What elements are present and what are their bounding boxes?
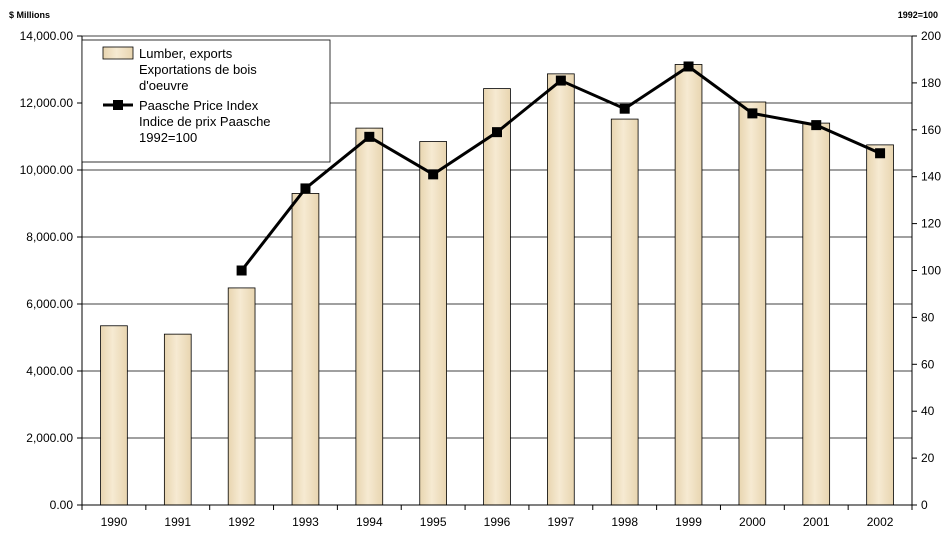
x-tick-label: 1991 <box>164 515 191 529</box>
right-tick-label: 180 <box>921 76 941 90</box>
legend-label-lumber: d'oeuvre <box>139 78 188 93</box>
x-tick-label: 1996 <box>484 515 511 529</box>
left-tick-label: 10,000.00 <box>20 163 74 177</box>
left-tick-label: 0.00 <box>50 498 74 512</box>
right-tick-label: 0 <box>921 498 928 512</box>
right-tick-label: 160 <box>921 123 941 137</box>
x-tick-label: 1992 <box>228 515 255 529</box>
x-tick-label: 1997 <box>547 515 574 529</box>
line-series <box>236 61 886 276</box>
legend-label-price-index: Paasche Price Index <box>139 98 259 113</box>
price-index-point <box>747 108 758 119</box>
bar <box>100 325 128 506</box>
right-tick-label: 80 <box>921 310 935 324</box>
bar <box>802 122 831 506</box>
price-index-point <box>364 131 375 142</box>
bar <box>163 333 192 506</box>
x-tick-label: 1993 <box>292 515 319 529</box>
x-tick-label: 1994 <box>356 515 383 529</box>
legend-label-lumber: Lumber, exports <box>139 46 233 61</box>
bar <box>419 141 447 506</box>
left-tick-label: 4,000.00 <box>26 364 73 378</box>
right-tick-label: 60 <box>921 357 935 371</box>
price-index-point <box>619 103 630 114</box>
left-tick-label: 6,000.00 <box>26 297 73 311</box>
price-index-point <box>811 120 822 131</box>
bar <box>483 88 511 506</box>
x-tick-label: 1998 <box>611 515 638 529</box>
price-index-point <box>236 265 247 276</box>
price-index-point <box>683 61 694 72</box>
bar <box>674 64 703 506</box>
right-tick-label: 20 <box>921 451 935 465</box>
right-tick-label: 100 <box>921 264 941 278</box>
left-axis-title: $ Millions <box>9 10 50 20</box>
price-index-point <box>300 183 311 194</box>
legend-label-price-index: 1992=100 <box>139 130 197 145</box>
right-axis-title: 1992=100 <box>898 10 938 20</box>
left-tick-label: 12,000.00 <box>20 96 74 110</box>
right-tick-label: 120 <box>921 217 941 231</box>
left-tick-label: 2,000.00 <box>26 431 73 445</box>
bar <box>227 287 256 506</box>
bar <box>610 118 639 506</box>
bar <box>291 193 320 506</box>
right-tick-label: 40 <box>921 404 935 418</box>
x-tick-label: 2001 <box>803 515 830 529</box>
legend-bar-swatch <box>102 46 134 60</box>
legend-label-price-index: Indice de prix Paasche <box>139 114 271 129</box>
left-tick-label: 8,000.00 <box>26 230 73 244</box>
axis-ticks: 0.00 2,000.00 4,000.00 6,000.00 8,000.00 10,0… <box>20 29 942 529</box>
left-tick-label: 14,000.00 <box>20 29 74 43</box>
x-tick-label: 1995 <box>420 515 447 529</box>
bar <box>355 127 384 506</box>
right-tick-label: 200 <box>921 29 941 43</box>
bar-series <box>100 64 894 506</box>
price-index-point <box>492 127 502 138</box>
bar <box>738 101 767 506</box>
price-index-point <box>875 148 886 159</box>
x-tick-label: 2000 <box>739 515 766 529</box>
price-index-point <box>428 169 439 180</box>
x-tick-label: 1990 <box>101 515 128 529</box>
x-tick-label: 1999 <box>675 515 702 529</box>
bar <box>547 73 575 506</box>
legend-box <box>81 39 331 163</box>
x-tick-label: 2002 <box>867 515 894 529</box>
price-index-point <box>555 75 566 86</box>
legend-marker-swatch <box>113 100 123 110</box>
right-tick-label: 140 <box>921 170 941 184</box>
legend-label-lumber: Exportations de bois <box>139 62 257 77</box>
bar <box>866 144 894 506</box>
